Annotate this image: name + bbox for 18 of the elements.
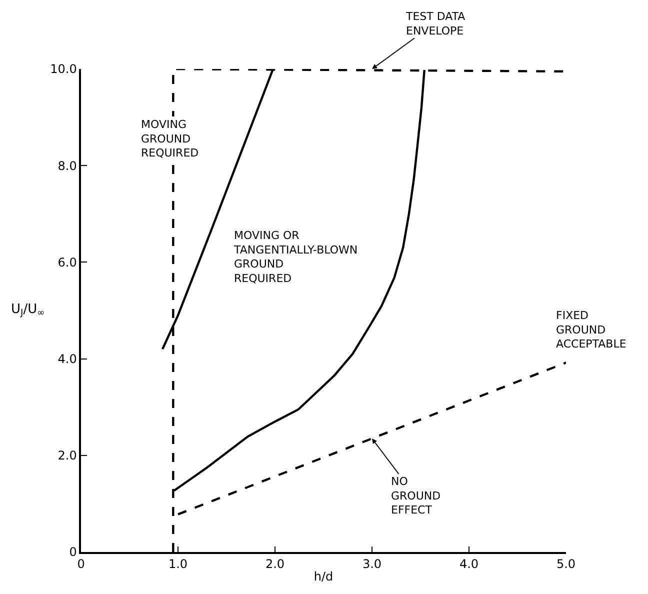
x-tick-label: 4.0 (459, 557, 479, 572)
annotation: MOVING OR TANGENTIALLY-BLOWN GROUND REQUIRED (233, 229, 358, 285)
x-tick-label: 1.0 (168, 557, 188, 572)
annotation: FIXED GROUND ACCEPTABLE (556, 309, 626, 351)
x-tick-label: 5.0 (556, 557, 576, 572)
annotation: NO GROUND EFFECT (391, 475, 441, 517)
x-tick-label: 2.0 (265, 557, 285, 572)
y-tick-label: 4.0 (58, 352, 77, 366)
y-tick-label: 0 (69, 545, 77, 560)
y-tick-label: 10.0 (50, 62, 77, 76)
y-tick-label: 2.0 (58, 448, 77, 463)
y-axis-title: U$_{J}$/U$_{∞}$ (11, 302, 45, 319)
y-tick-label: 8.0 (58, 158, 77, 173)
y-tick-label: 6.0 (58, 255, 77, 270)
x-tick-label: 3.0 (362, 557, 382, 572)
annotation: MOVING GROUND REQUIRED (141, 118, 199, 160)
annotation: TEST DATA ENVELOPE (405, 10, 466, 38)
x-axis-title: h/d (314, 570, 334, 584)
